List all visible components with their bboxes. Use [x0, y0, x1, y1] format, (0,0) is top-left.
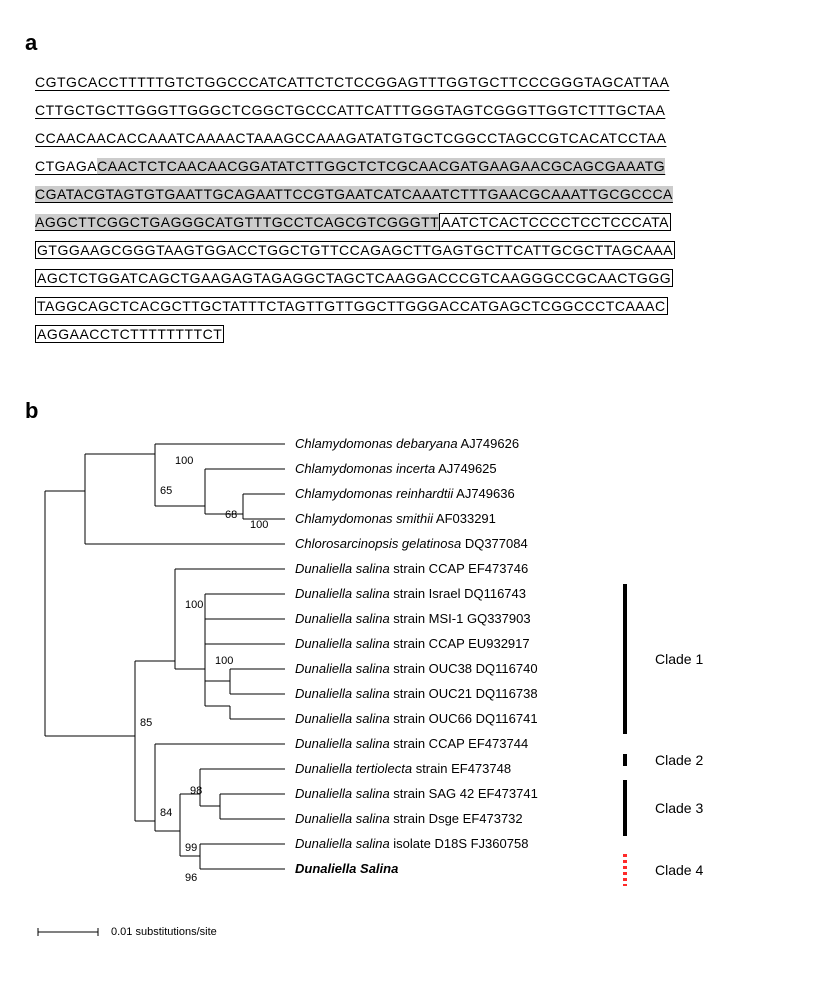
phylogenetic-tree: Chlamydomonas debaryana AJ749626 Chlamydo…: [25, 436, 802, 938]
clade-label: Clade 1: [655, 651, 703, 667]
clade-label: Clade 3: [655, 800, 703, 816]
bootstrap-value: 65: [160, 485, 172, 497]
bootstrap-value: 100: [185, 599, 203, 611]
bootstrap-value: 84: [160, 807, 172, 819]
taxon-label: Chlorosarcinopsis gelatinosa DQ377084: [295, 536, 528, 551]
taxon-label: Dunaliella salina strain CCAP EF473746: [295, 561, 528, 576]
taxon-label: Dunaliella salina strain Dsge EF473732: [295, 811, 523, 826]
taxon-label: Dunaliella salina strain Israel DQ116743: [295, 586, 526, 601]
bootstrap-value: 68: [225, 509, 237, 521]
taxon-label: Chlamydomonas debaryana AJ749626: [295, 436, 519, 451]
bootstrap-value: 100: [175, 455, 193, 467]
scale-bar: 0.01 substitutions/site: [35, 926, 802, 938]
bootstrap-value: 100: [250, 519, 268, 531]
taxon-label: Dunaliella salina isolate D18S FJ360758: [295, 836, 528, 851]
bootstrap-value: 99: [185, 842, 197, 854]
sequence-block: CGTGCACCTTTTTGTCTGGCCCATCATTCTCTCCGGAGTT…: [35, 68, 675, 348]
taxon-label: Dunaliella Salina: [295, 861, 398, 876]
clade-label: Clade 4: [655, 862, 703, 878]
taxon-label: Dunaliella salina strain MSI-1 GQ337903: [295, 611, 531, 626]
taxon-label: Dunaliella salina strain CCAP EU932917: [295, 636, 530, 651]
clade-label: Clade 2: [655, 752, 703, 768]
taxon-label: Dunaliella tertiolecta strain EF473748: [295, 761, 511, 776]
taxon-label: Dunaliella salina strain OUC66 DQ116741: [295, 711, 538, 726]
taxon-label: Dunaliella salina strain CCAP EF473744: [295, 736, 528, 751]
panel-a-label: a: [25, 30, 802, 56]
taxon-label: Chlamydomonas incerta AJ749625: [295, 461, 497, 476]
taxon-label: Chlamydomonas reinhardtii AJ749636: [295, 486, 515, 501]
taxon-label: Dunaliella salina strain OUC21 DQ116738: [295, 686, 538, 701]
bootstrap-value: 96: [185, 872, 197, 884]
panel-b-label: b: [25, 398, 802, 424]
taxon-label: Chlamydomonas smithii AF033291: [295, 511, 496, 526]
seq-box: AATCTCACTCCCCTCCTCCCATAGTGGAAGCGGGTAAGTG…: [35, 213, 675, 343]
bootstrap-value: 85: [140, 717, 152, 729]
taxon-label: Dunaliella salina strain SAG 42 EF473741: [295, 786, 538, 801]
bootstrap-value: 98: [190, 785, 202, 797]
bootstrap-value: 100: [215, 655, 233, 667]
taxon-label: Dunaliella salina strain OUC38 DQ116740: [295, 661, 538, 676]
scale-label: 0.01 substitutions/site: [111, 926, 217, 938]
